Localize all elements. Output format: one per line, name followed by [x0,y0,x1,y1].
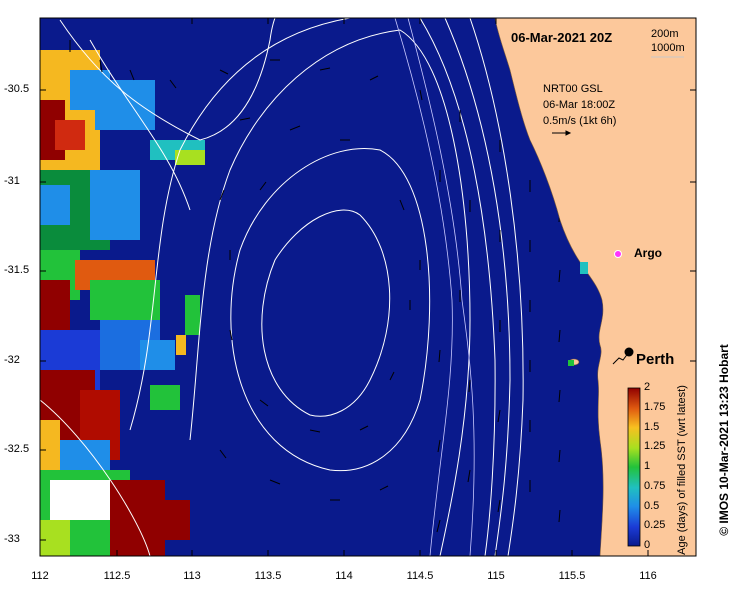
plot-frame [39,17,697,557]
isobath-200m-label: 200m [651,28,679,40]
argo-label: Argo [634,246,662,260]
x-tick-label: 114.5 [406,570,434,582]
x-tick-label: 113.5 [254,570,282,582]
perth-label: Perth [636,351,675,368]
coastal-patch [580,262,588,274]
colorbar-tick: 0.75 [644,480,666,492]
current-arrows [69,40,561,533]
y-tick-label: -30.5 [4,83,30,95]
land-area [494,18,696,556]
current-time-label: 06-Mar 18:00Z [543,99,616,111]
sst-age-patches [40,50,240,556]
y-tick-label: -32 [4,354,20,366]
date-label: 06-Mar-2021 20Z [511,30,613,45]
colorbar-tick: 0.25 [644,519,666,531]
x-tick-marks [39,18,649,556]
colorbar-tick: 2 [644,381,651,393]
current-contours [40,18,524,556]
perth-track [612,351,630,365]
current-scale-arrow [552,130,572,136]
y-tick-label: -31 [4,175,20,187]
colorbar-tick: 0.5 [644,500,660,512]
colorbar-tick: 1 [644,460,651,472]
x-tick-label: 112 [31,570,49,582]
x-tick-label: 112.5 [103,570,131,582]
isobath-lines [394,18,475,556]
x-tick-label: 115 [487,570,505,582]
colorbar [627,387,641,547]
colorbar-tick: 1.25 [644,440,666,452]
colorbar-tick: 1.75 [644,401,666,413]
x-tick-label: 114 [335,570,353,582]
coastal-patch [568,360,574,366]
x-tick-label: 115.5 [558,570,586,582]
x-tick-label: 113 [183,570,201,582]
colorbar-title: Age (days) of filled SST (wrt latest) [676,385,688,555]
argo-marker [614,250,622,258]
y-tick-label: -33 [4,533,20,545]
y-tick-label: -31.5 [4,264,30,276]
colorbar-tick: 1.5 [644,421,660,433]
current-scale-label: 0.5m/s (1kt 6h) [543,115,617,127]
y-tick-label: -32.5 [4,443,30,455]
credit-label: © IMOS 10-Mar-2021 13:23 Hobart [717,344,731,536]
current-source-label: NRT00 GSL [543,83,603,95]
isobath-1000m-label: 1000m [651,42,685,54]
y-tick-marks [40,89,696,541]
colorbar-tick: 0 [644,539,651,551]
x-tick-label: 116 [639,570,657,582]
